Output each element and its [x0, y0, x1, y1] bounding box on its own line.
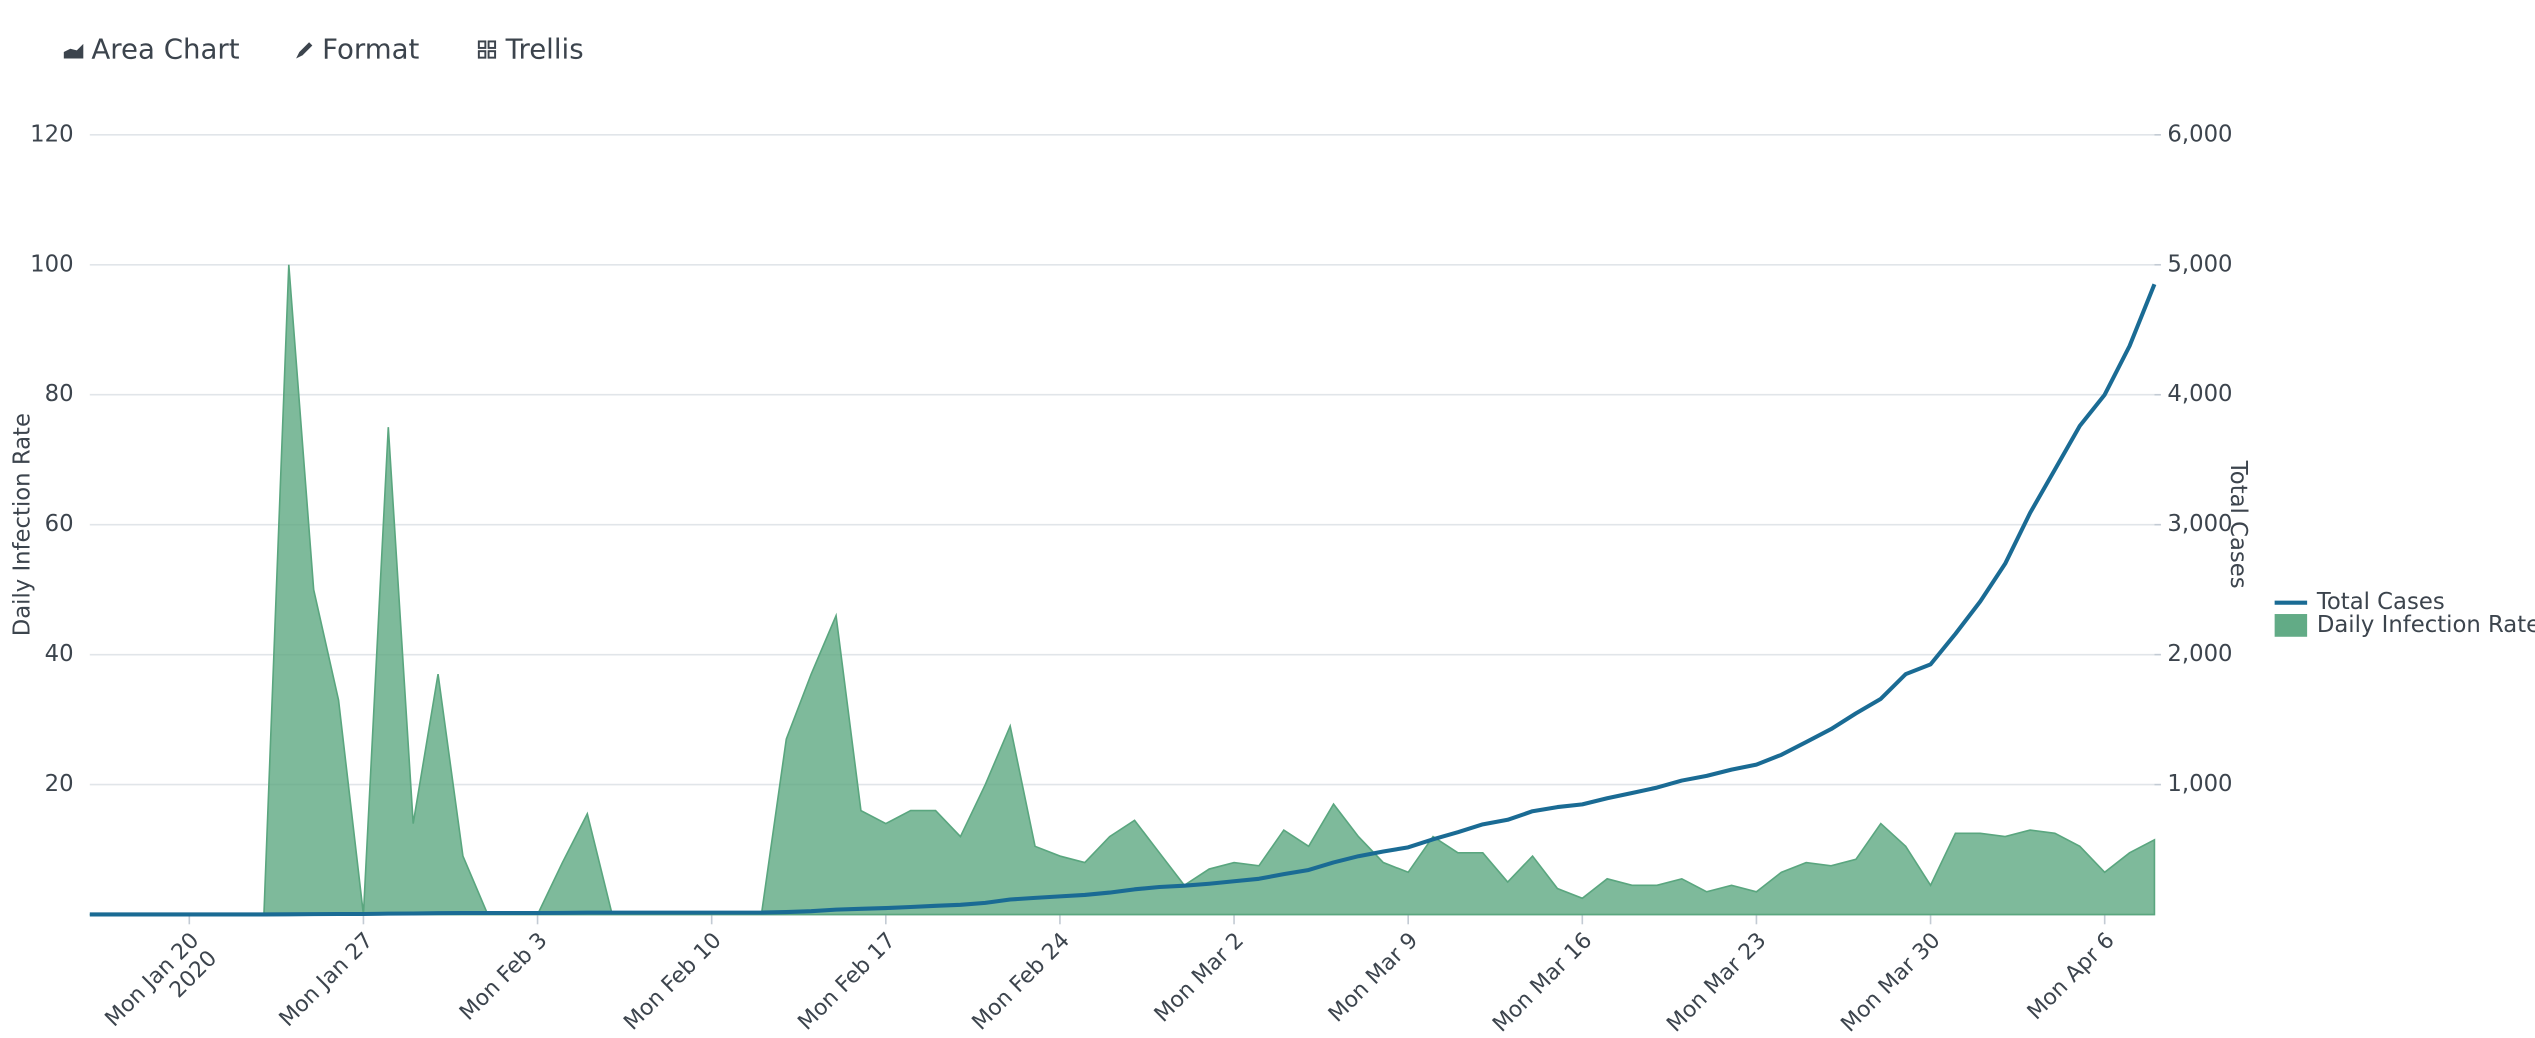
x-tick-label: Mon Mar 30	[1836, 928, 1945, 1037]
format-button[interactable]: Format	[296, 32, 420, 65]
toolbar: Area Chart Format Trellis	[63, 32, 584, 65]
x-tick-label: Mon Mar 23	[1662, 928, 1771, 1037]
legend-label: Daily Infection Rate	[2317, 612, 2535, 638]
brush-icon	[296, 42, 313, 59]
y-tick-label: 80	[45, 381, 74, 407]
legend-label: Total Cases	[2316, 589, 2445, 615]
trellis-button[interactable]: Trellis	[477, 32, 584, 65]
x-tick-label: Mon Feb 17	[793, 928, 900, 1035]
x-tick-label: Mon Mar 2	[1150, 928, 1249, 1027]
y2-tick-label: 4,000	[2167, 381, 2232, 407]
x-tick-label: Mon Mar 9	[1324, 928, 1423, 1027]
legend-item: Total Cases	[2274, 589, 2445, 615]
grid-icon	[477, 50, 487, 59]
toolbar-label: Format	[322, 32, 419, 65]
toolbar-label: Area Chart	[91, 32, 239, 65]
y-tick-label: 120	[30, 121, 73, 147]
x-tick-label: Mon Feb 3	[455, 928, 552, 1025]
x-tick-label: Mon Mar 16	[1488, 928, 1597, 1037]
y2-axis-title: Total Cases	[2225, 460, 2251, 589]
y-tick-label: 40	[45, 641, 74, 667]
y2-tick-label: 1,000	[2167, 771, 2232, 797]
y-tick-label: 20	[45, 771, 74, 797]
area	[89, 264, 2156, 916]
x-tick-label: Mon Feb 10	[619, 928, 726, 1035]
y2-tick-label: 6,000	[2167, 121, 2232, 147]
y-tick-label: 60	[45, 511, 74, 537]
x-tick-label: Mon Feb 24	[968, 928, 1075, 1035]
area-chart-button[interactable]: Area Chart	[63, 32, 240, 65]
y-axis-title: Daily Infection Rate	[10, 413, 36, 636]
x-tick-label: Mon Apr 6	[2023, 928, 2120, 1025]
y-tick-label: 100	[30, 251, 73, 277]
grid-icon	[487, 40, 497, 49]
y2-tick-label: 2,000	[2167, 641, 2232, 667]
grid-icon	[487, 50, 497, 59]
legend-swatch	[2274, 614, 2308, 637]
x-tick-label: Mon Jan 27	[275, 928, 379, 1032]
legend-item: Daily Infection Rate	[2274, 612, 2535, 638]
line	[89, 283, 2157, 917]
grid-icon	[477, 40, 487, 49]
area-icon	[63, 43, 84, 59]
y2-tick-label: 3,000	[2167, 511, 2232, 537]
toolbar-label: Trellis	[505, 32, 584, 65]
y2-tick-label: 5,000	[2167, 251, 2232, 277]
